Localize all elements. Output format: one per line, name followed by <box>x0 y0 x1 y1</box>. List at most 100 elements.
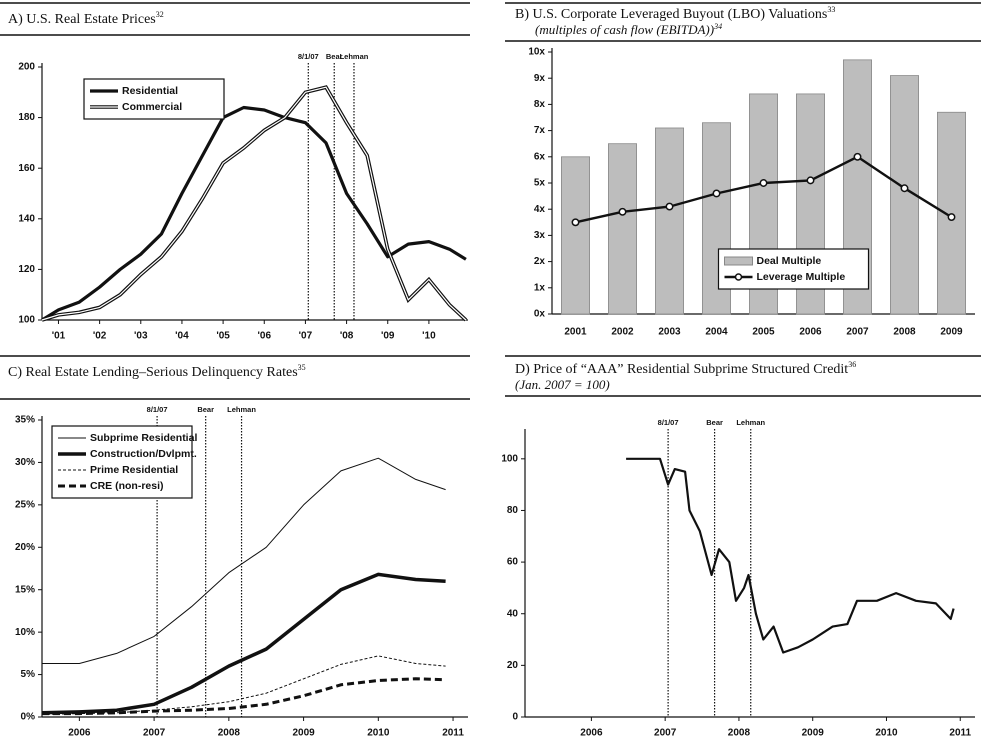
chart-title: D) Price of “AAA” Residential Subprime S… <box>515 360 856 377</box>
legend-label: Residential <box>122 85 178 97</box>
y-tick-label: 80 <box>507 505 519 516</box>
y-tick-label: 0 <box>512 712 518 723</box>
x-tick-label: 2001 <box>564 327 587 338</box>
event-label: 8/1/07 <box>658 418 679 427</box>
x-tick-label: 2010 <box>875 728 898 739</box>
x-tick-label: 2002 <box>611 327 634 338</box>
y-tick-label: 160 <box>18 163 35 174</box>
event-label: 8/1/07 <box>147 405 168 414</box>
subtitle-text: (multiples of cash flow (EBITDA)) <box>535 22 714 37</box>
series-line <box>42 677 446 716</box>
footnote: 36 <box>848 360 856 369</box>
x-tick-label: '07 <box>299 331 313 342</box>
y-tick-label: 3x <box>534 230 546 241</box>
y-tick-label: 5x <box>534 178 546 189</box>
event-label: Bear <box>706 418 723 427</box>
y-tick-label: 5% <box>21 669 36 680</box>
y-tick-label: 200 <box>18 62 35 73</box>
x-tick-label: '08 <box>340 331 354 342</box>
series-line <box>41 572 446 715</box>
y-tick-label: 0% <box>21 712 36 723</box>
x-tick-label: 2007 <box>846 327 869 338</box>
footnote: 33 <box>827 5 835 14</box>
x-tick-label: 2011 <box>442 728 464 739</box>
x-tick-label: 2008 <box>218 728 241 739</box>
x-tick-label: 2004 <box>705 327 728 338</box>
chart-title: A) U.S. Real Estate Prices32 <box>8 10 164 27</box>
legend-swatch <box>724 256 753 266</box>
footnote: 35 <box>298 363 306 372</box>
chart-title: B) U.S. Corporate Leveraged Buyout (LBO)… <box>515 5 835 22</box>
x-tick-label: 2009 <box>940 327 963 338</box>
series-line <box>42 457 446 664</box>
y-tick-label: 2x <box>534 256 546 267</box>
x-tick-label: '09 <box>381 331 395 342</box>
point <box>665 202 674 211</box>
y-tick-label: 60 <box>507 557 519 568</box>
title-text: D) Price of “AAA” Residential Subprime S… <box>515 362 848 377</box>
bar <box>561 156 591 315</box>
y-tick-label: 100 <box>501 453 518 464</box>
x-tick-label: '03 <box>134 331 148 342</box>
footnote: 34 <box>713 22 722 31</box>
legend-label: Commercial <box>122 101 182 113</box>
bar <box>655 127 685 315</box>
point <box>900 184 909 193</box>
legend-box <box>717 248 870 290</box>
y-tick-label: 20 <box>507 660 519 671</box>
y-tick-label: 10% <box>15 627 35 638</box>
series-line <box>41 655 446 715</box>
y-tick-label: 25% <box>15 499 35 510</box>
y-tick-label: 35% <box>15 415 35 426</box>
legend-label: Subprime Residential <box>90 432 197 444</box>
x-tick-label: '02 <box>93 331 107 342</box>
x-tick-label: 2006 <box>580 728 603 739</box>
y-tick-label: 100 <box>18 315 35 326</box>
y-tick-label: 8x <box>534 99 546 110</box>
y-tick-label: 9x <box>534 73 546 84</box>
legend-box <box>83 78 225 120</box>
bar <box>608 143 638 315</box>
series-line <box>626 457 955 654</box>
y-tick-label: 7x <box>534 125 546 136</box>
y-tick-label: 1x <box>534 282 546 293</box>
x-tick-label: 2007 <box>143 728 166 739</box>
event-label: Lehman <box>736 418 765 427</box>
y-tick-label: 20% <box>15 542 35 553</box>
x-tick-label: 2009 <box>292 728 315 739</box>
point <box>853 152 862 161</box>
x-tick-label: 2010 <box>367 728 390 739</box>
legend-label: Deal Multiple <box>757 255 822 267</box>
x-tick-label: 2011 <box>949 728 971 739</box>
x-tick-label: 2006 <box>799 327 822 338</box>
legend-label: Construction/Dvlpmt. <box>90 448 197 460</box>
x-tick-label: 2006 <box>68 728 91 739</box>
event-label: 8/1/07 <box>298 52 319 61</box>
x-tick-label: '10 <box>422 331 436 342</box>
event-label: Bear <box>197 405 214 414</box>
chart-subtitle: (Jan. 2007 = 100) <box>515 377 610 392</box>
y-tick-label: 140 <box>18 213 35 224</box>
y-tick-label: 0x <box>534 309 546 320</box>
legend-label: Leverage Multiple <box>757 271 846 283</box>
x-tick-label: 2005 <box>752 327 775 338</box>
legend-label: Prime Residential <box>90 464 178 476</box>
y-tick-label: 30% <box>15 457 35 468</box>
x-tick-label: '05 <box>216 331 230 342</box>
series-line <box>41 105 467 322</box>
event-label: Bear <box>326 52 343 61</box>
x-tick-label: '04 <box>175 331 189 342</box>
legend-label: CRE (non-resi) <box>90 480 164 492</box>
title-text: B) U.S. Corporate Leveraged Buyout (LBO)… <box>515 7 827 22</box>
x-tick-label: '06 <box>258 331 272 342</box>
series-line-inner <box>41 86 467 321</box>
footnote: 32 <box>156 10 164 19</box>
y-tick-label: 6x <box>534 151 546 162</box>
title-text: A) U.S. Real Estate Prices <box>8 12 156 27</box>
chart-title: C) Real Estate Lending–Serious Delinquen… <box>8 363 306 380</box>
point <box>618 207 627 216</box>
y-tick-label: 10x <box>528 47 545 58</box>
x-tick-label: 2009 <box>802 728 825 739</box>
point <box>571 218 580 227</box>
